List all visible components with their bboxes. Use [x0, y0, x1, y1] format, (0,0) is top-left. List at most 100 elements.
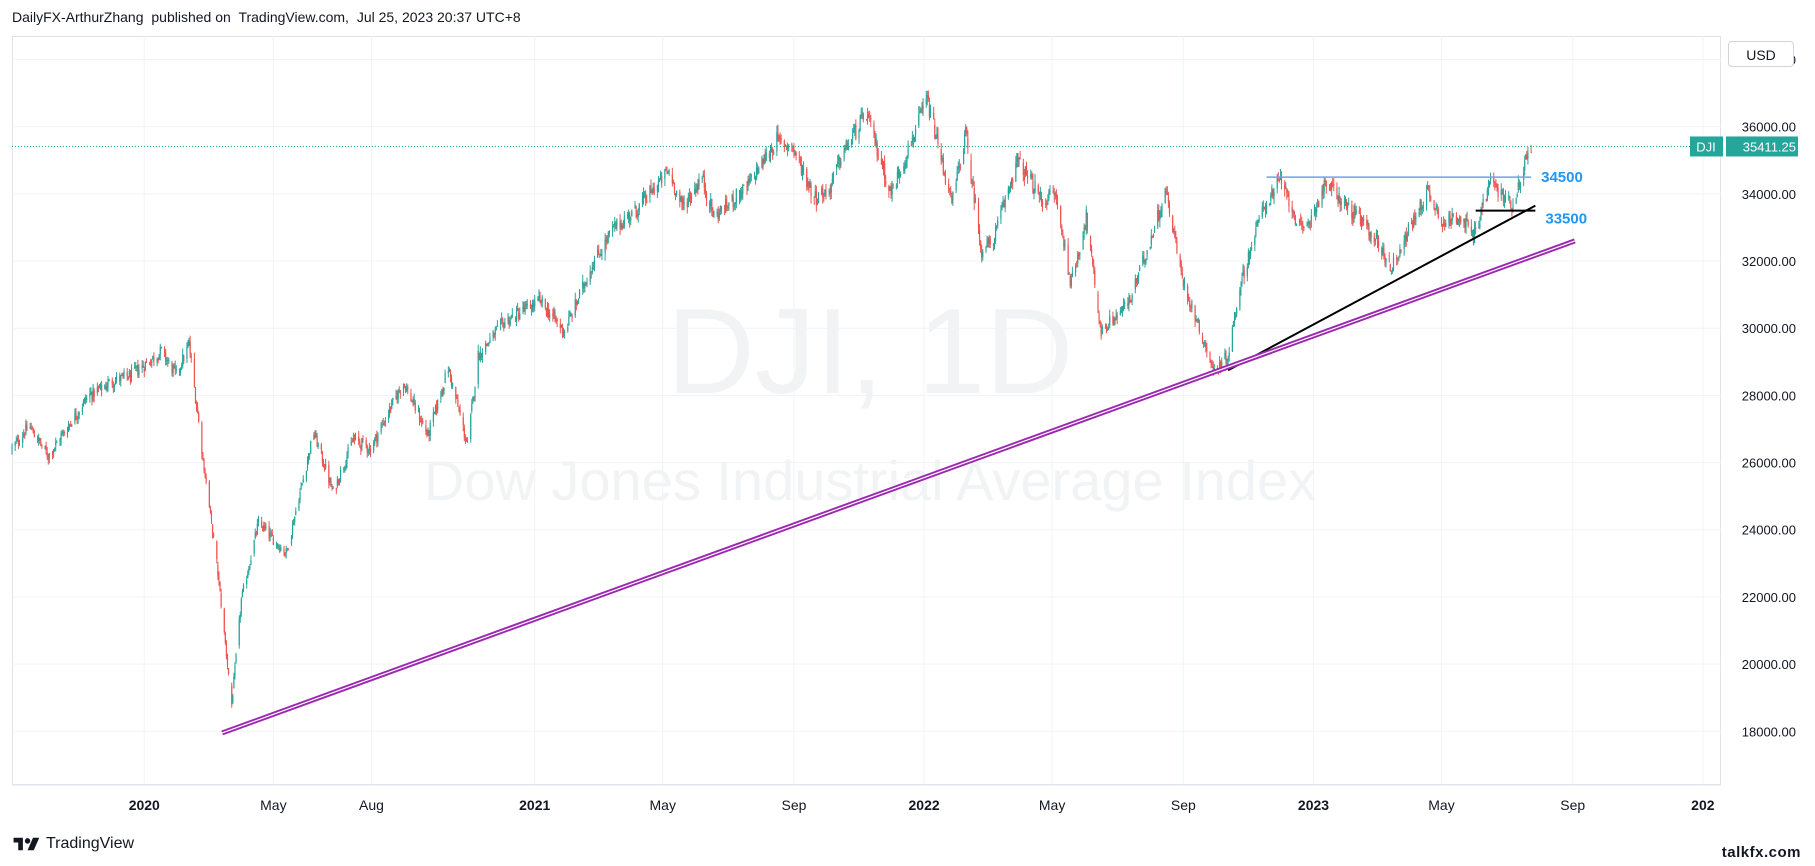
candle-body — [1396, 257, 1398, 259]
candle-body — [1064, 243, 1066, 246]
candle-body — [1329, 189, 1332, 191]
candle-body — [209, 506, 212, 511]
candle-body — [398, 390, 400, 392]
candle-body — [679, 191, 681, 202]
candle-body — [822, 188, 824, 198]
candle-body — [525, 304, 527, 306]
candle-body — [802, 168, 805, 170]
candle-body — [1146, 249, 1148, 256]
candle-body — [163, 348, 166, 351]
candle-body — [1016, 153, 1018, 162]
candle-body — [239, 614, 241, 619]
tradingview-logo[interactable]: TradingView — [12, 835, 134, 853]
tradingview-logo-icon — [13, 837, 40, 851]
candle-body — [653, 187, 655, 195]
candle-body — [1347, 204, 1349, 209]
candle-body — [443, 387, 445, 391]
candle-body — [711, 198, 713, 210]
candle-body — [876, 143, 878, 156]
candle-body — [127, 376, 129, 380]
candle-body — [1256, 221, 1258, 226]
candle-body — [1313, 207, 1316, 215]
candle-body — [485, 343, 487, 352]
candle-body — [181, 367, 183, 369]
candle-body — [1475, 227, 1477, 229]
candle-body — [839, 158, 841, 166]
candle-body — [1303, 226, 1305, 228]
candle-body — [395, 395, 397, 398]
candle-body — [113, 385, 116, 388]
support-trendline[interactable] — [1227, 204, 1536, 372]
candle-body — [1090, 249, 1093, 254]
candle-body — [1331, 183, 1333, 190]
candle-body — [1460, 217, 1462, 223]
currency-button[interactable]: USD — [1728, 41, 1794, 67]
candle-body — [1406, 235, 1408, 241]
candle-body — [1100, 326, 1102, 337]
candle-body — [1377, 241, 1380, 246]
candle-body — [809, 182, 811, 188]
candle-body — [927, 95, 929, 99]
candle-body — [250, 560, 252, 565]
candle-body — [1459, 217, 1461, 220]
drawings[interactable]: 34500 33500 — [12, 145, 1721, 736]
candle-body — [317, 443, 319, 446]
candle-body — [1196, 319, 1198, 323]
candle-body — [933, 113, 935, 119]
candle-body — [1003, 204, 1005, 208]
candle-body — [179, 368, 182, 371]
candle-body — [1444, 223, 1446, 227]
candle-body — [375, 434, 377, 438]
candle-body — [526, 303, 528, 305]
candle-body — [321, 452, 324, 463]
candle-body — [30, 426, 32, 428]
candle-body — [29, 426, 31, 429]
candle-body — [1135, 278, 1137, 283]
candle-body — [1069, 275, 1071, 286]
candle-body — [1060, 206, 1062, 223]
level-label-34500[interactable]: 34500 — [1541, 169, 1583, 186]
candle-body — [914, 128, 917, 135]
candle-body — [279, 546, 281, 552]
candle-body — [232, 695, 234, 703]
candle-body — [1344, 199, 1347, 202]
candle-body — [1130, 301, 1132, 303]
candle-body — [418, 410, 421, 422]
candle-body — [428, 430, 430, 437]
candle-body — [105, 386, 107, 389]
candle-body — [253, 540, 255, 554]
candle-body — [1002, 203, 1004, 208]
candle-body — [1160, 211, 1162, 217]
candle-body — [511, 314, 513, 316]
candle-body — [138, 370, 140, 376]
candle-body — [86, 397, 88, 401]
candle-body — [582, 281, 584, 289]
candle-body — [1194, 305, 1196, 321]
candle-body — [574, 299, 576, 316]
candle-body — [83, 398, 86, 401]
candle-body — [76, 418, 78, 420]
candle-body — [731, 194, 733, 201]
candle-body — [877, 155, 879, 157]
candle-body — [119, 376, 121, 382]
candle-body — [61, 432, 63, 435]
author-name[interactable]: DailyFX-ArthurZhang — [12, 9, 144, 25]
time-axis[interactable]: 2020 May Aug 2021 May Sep 2022 May Sep 2023 May Sep… — [12, 784, 1721, 813]
candle-body — [1466, 218, 1468, 220]
candle-body — [986, 240, 988, 245]
level-label-33500[interactable]: 33500 — [1545, 211, 1587, 228]
candle-body — [913, 137, 916, 140]
candle-body — [1310, 215, 1312, 222]
candle-body — [216, 541, 218, 560]
candle-body — [1105, 329, 1108, 331]
candle-body — [1261, 206, 1263, 217]
candle-body — [604, 239, 606, 254]
candle-body — [122, 374, 124, 376]
candle-body — [612, 225, 614, 233]
candle-body — [773, 152, 775, 154]
candle-body — [1071, 273, 1073, 278]
candle-body — [1033, 193, 1035, 195]
candle-body — [807, 181, 809, 185]
candle-body — [636, 212, 638, 217]
